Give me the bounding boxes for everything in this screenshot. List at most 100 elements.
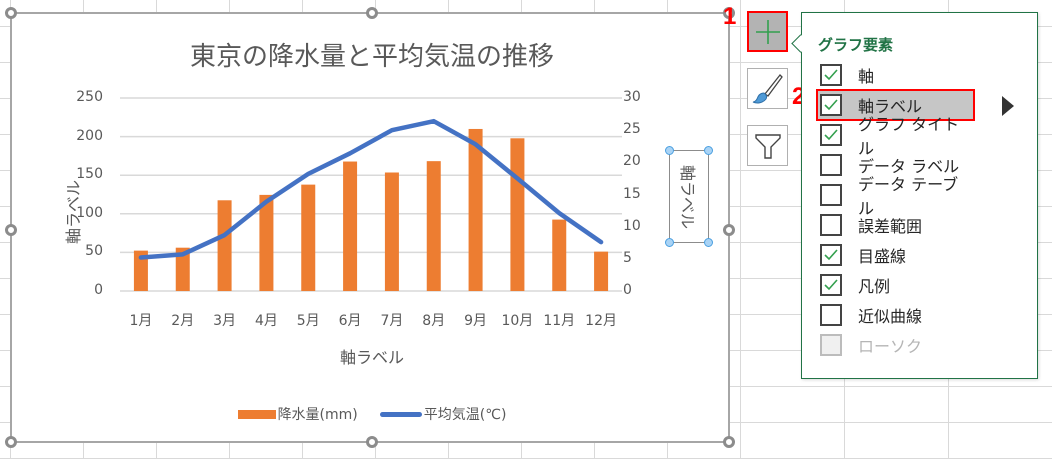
bar-rainfall[interactable] [384, 172, 399, 291]
resize-handle-top[interactable] [366, 7, 378, 19]
x-tick: 5月 [296, 313, 320, 329]
x-tick: 12月 [585, 313, 617, 329]
chart-elements-popup: グラフ要素 軸軸ラベル グラフ タイトル データ ラベル データ テーブル 誤差範囲目盛… [791, 12, 1038, 379]
bar-rainfall[interactable] [175, 247, 190, 291]
selection-handle[interactable] [665, 238, 674, 247]
popup-item-label: グラフ タイトル [858, 115, 960, 158]
y-right-tick: 0 [623, 282, 632, 298]
popup-item[interactable]: 目盛線 [818, 241, 973, 269]
bar-rainfall[interactable] [133, 250, 148, 291]
checkmark-icon [824, 279, 838, 291]
checkbox-unchecked [820, 334, 842, 356]
popup-item-label: 誤差範囲 [858, 217, 923, 236]
y-right-tick: 20 [623, 153, 641, 170]
x-tick: 8月 [422, 313, 446, 329]
checkbox-checked[interactable] [820, 64, 842, 86]
x-tick: 6月 [338, 313, 362, 329]
popup-item-label: 軸 [858, 67, 875, 86]
bar-rainfall[interactable] [510, 138, 525, 291]
resize-handle-bottom-left[interactable] [5, 436, 17, 448]
resize-handle-top-right[interactable] [723, 7, 735, 19]
checkmark-icon [824, 69, 838, 81]
y-left-tick: 0 [94, 282, 103, 298]
resize-handle-right[interactable] [723, 224, 735, 236]
plot-area[interactable] [12, 14, 732, 445]
x-tick: 3月 [213, 313, 237, 329]
resize-handle-bottom[interactable] [366, 436, 378, 448]
y-right-tick: 5 [623, 249, 632, 266]
popup-item[interactable]: データ テーブル [818, 175, 973, 218]
chart-elements-button[interactable] [747, 11, 788, 52]
legend-item-rainfall[interactable]: 降水量(mm) [237, 404, 358, 424]
popup-item[interactable]: データ ラベル [818, 151, 973, 179]
popup-item-label: データ ラベル [858, 157, 960, 176]
popup-item[interactable]: 軸 [818, 61, 973, 89]
line-temperature[interactable] [138, 118, 604, 260]
chart-filters-button[interactable] [747, 125, 788, 166]
popup-item-label: データ テーブル [858, 175, 959, 218]
y-left-tick: 200 [76, 127, 103, 144]
bar-rainfall[interactable] [594, 251, 609, 291]
checkbox-unchecked[interactable] [820, 214, 842, 236]
popup-item[interactable]: グラフ タイトル [818, 115, 973, 158]
axis-title-left[interactable]: 軸ラベル [64, 179, 84, 245]
checkbox-checked[interactable] [820, 274, 842, 296]
legend-swatch-line-icon [379, 411, 422, 417]
legend-item-temperature[interactable]: 平均気温(℃) [379, 404, 507, 424]
resize-handle-bottom-right[interactable] [723, 436, 735, 448]
bar-rainfall[interactable] [426, 161, 441, 291]
y-right-tick: 15 [623, 185, 641, 202]
x-tick: 2月 [171, 313, 195, 329]
x-tick: 4月 [254, 313, 278, 329]
checkbox-unchecked[interactable] [820, 154, 842, 176]
bar-rainfall[interactable] [217, 200, 232, 291]
bar-rainfall[interactable] [468, 128, 483, 291]
popup-title: グラフ要素 [818, 36, 894, 54]
submenu-arrow-icon[interactable] [1002, 96, 1014, 116]
resize-handle-top-left[interactable] [5, 7, 17, 19]
popup-item[interactable]: 誤差範囲 [818, 211, 973, 239]
bar-rainfall[interactable] [259, 194, 274, 291]
popup-item-label: 近似曲線 [858, 307, 923, 326]
funnel-icon [754, 133, 781, 159]
checkbox-checked[interactable] [820, 94, 842, 116]
popup-item-label: 凡例 [858, 277, 891, 296]
chart-legend[interactable]: 降水量(mm) 平均気温(℃) [12, 404, 732, 424]
y-right-tick: 30 [623, 89, 641, 105]
selection-handle[interactable] [704, 146, 713, 155]
popup-item[interactable]: 近似曲線 [818, 301, 973, 329]
checkmark-icon [824, 249, 838, 261]
x-tick: 7月 [380, 313, 404, 329]
selection-handle[interactable] [665, 146, 674, 155]
x-tick: 10月 [501, 313, 534, 329]
y-right-tick: 10 [623, 217, 641, 234]
popup-item[interactable]: 軸ラベル [816, 89, 975, 121]
chart-area[interactable]: 東京の降水量と平均気温の推移 250 200 150 100 50 0 30 25 20 15 1… [5, 7, 735, 448]
bar-rainfall[interactable] [552, 219, 567, 291]
x-tick: 1月 [129, 313, 153, 329]
popup-item[interactable]: 凡例 [818, 271, 973, 299]
axis-title-right-selected[interactable]: 軸ラベル [665, 146, 713, 247]
checkbox-checked[interactable] [820, 244, 842, 266]
axis-title-right[interactable]: 軸ラベル [678, 164, 697, 229]
x-tick: 9月 [464, 313, 488, 329]
axis-title-bottom[interactable]: 軸ラベル [339, 348, 404, 367]
bar-rainfall[interactable] [343, 161, 358, 291]
chart-title[interactable]: 東京の降水量と平均気温の推移 [189, 42, 554, 72]
resize-handle-left[interactable] [5, 224, 17, 236]
checkbox-checked[interactable] [820, 124, 842, 146]
paintbrush-icon [752, 73, 783, 103]
bar-rainfall[interactable] [301, 184, 316, 291]
legend-label: 平均気温(℃) [423, 407, 507, 423]
popup-item: ローソク [818, 331, 973, 359]
checkbox-unchecked[interactable] [820, 184, 842, 206]
y-left-tick: 250 [76, 89, 103, 105]
selection-handle[interactable] [704, 238, 713, 247]
y-right-tick: 25 [623, 121, 641, 138]
y-left-tick: 150 [76, 166, 103, 183]
checkbox-unchecked[interactable] [820, 304, 842, 326]
checkmark-icon [824, 129, 838, 141]
popup-item-label: ローソク [858, 337, 923, 356]
popup-item-label: 目盛線 [858, 247, 907, 266]
chart-styles-button[interactable] [747, 68, 788, 109]
